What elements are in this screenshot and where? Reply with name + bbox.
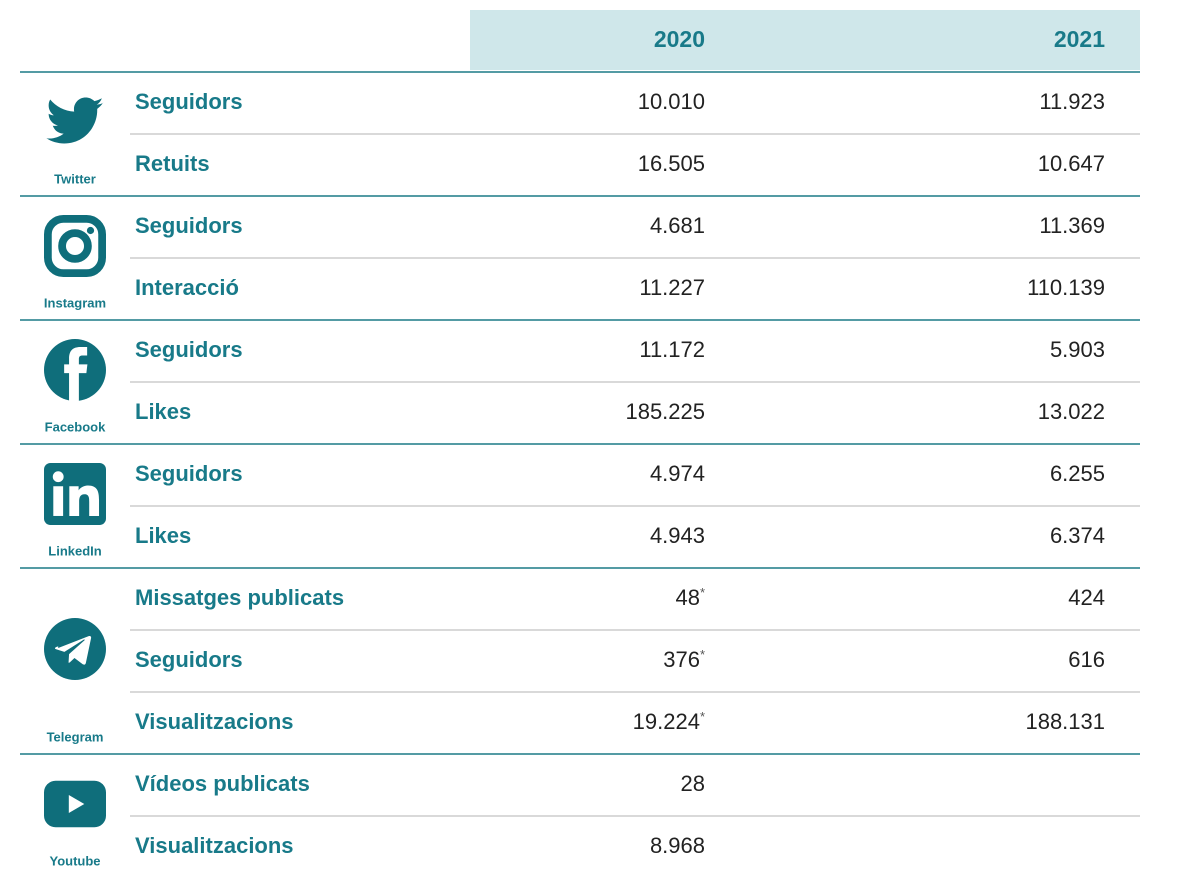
cell-value: 10.647 [1038,151,1105,176]
cell-value: 424 [1068,585,1105,610]
cell-value: 11.369 [1039,213,1105,238]
cell-value: 19.224* [633,709,705,734]
header-2020: 2020 [654,26,705,52]
platform-icon [44,339,106,401]
platform-name: LinkedIn [48,543,102,558]
row-label: Seguidors [135,461,243,486]
cell-value: 188.131 [1025,709,1105,734]
platform-name: Telegram [47,729,104,744]
instagram-lens [58,229,92,263]
value: 376 [663,647,700,672]
cell-value: 4.681 [650,213,705,238]
cell-value: 4.943 [650,523,705,548]
linkedin-i-dot [52,471,64,483]
platform-icon [44,618,106,680]
platform-name: Youtube [49,853,100,868]
row-label: Seguidors [135,337,243,362]
cell-value: 185.225 [625,399,705,424]
header-2021: 2021 [1054,26,1105,52]
cell-value: 28 [681,771,705,796]
cell-value: 11.172 [639,337,705,362]
footnote-mark: * [700,709,705,724]
cell-value: 376* [663,647,705,672]
value: 19.224 [633,709,700,734]
telegram-plane [54,635,92,665]
youtube-play [68,794,85,814]
cell-value: 6.374 [1050,523,1105,548]
cell-value: 16.505 [638,151,705,176]
row-label: Interacció [135,275,239,300]
instagram-dot [86,226,95,235]
cell-value: 4.974 [650,461,705,486]
platform-icon [44,780,106,828]
cell-value: 11.923 [1039,89,1105,114]
row-label: Vídeos publicats [135,771,310,796]
footnote-mark: * [700,585,705,600]
cell-value: 616 [1068,647,1105,672]
linkedin-n [69,485,100,516]
row-label: Likes [135,523,191,548]
row-label: Visualitzacions [135,709,294,734]
header-background [470,10,1140,70]
value: 48 [675,585,699,610]
row-label: Seguidors [135,213,243,238]
cell-value: 6.255 [1050,461,1105,486]
platform-icon [46,97,104,144]
facebook-f [64,347,88,401]
platform-name: Facebook [45,419,106,434]
instagram-frame [44,215,106,277]
footnote-mark: * [700,647,705,662]
row-label: Visualitzacions [135,833,294,858]
platform-icon [44,463,106,525]
cell-value: 11.227 [639,275,705,300]
platform-name: Instagram [44,295,106,310]
cell-value: 48* [675,585,705,610]
cell-value: 110.139 [1027,275,1105,300]
row-label: Retuits [135,151,210,176]
twitter-icon [46,97,104,144]
row-label: Seguidors [135,647,243,672]
linkedin-i [53,486,64,516]
cell-value: 5.903 [1050,337,1105,362]
platform-icon [44,215,106,277]
cell-value: 8.968 [650,833,705,858]
row-label: Seguidors [135,89,243,114]
cell-value: 13.022 [1038,399,1105,424]
platform-name: Twitter [54,171,96,186]
row-label: Missatges publicats [135,585,344,610]
cell-value: 10.010 [638,89,705,114]
row-label: Likes [135,399,191,424]
